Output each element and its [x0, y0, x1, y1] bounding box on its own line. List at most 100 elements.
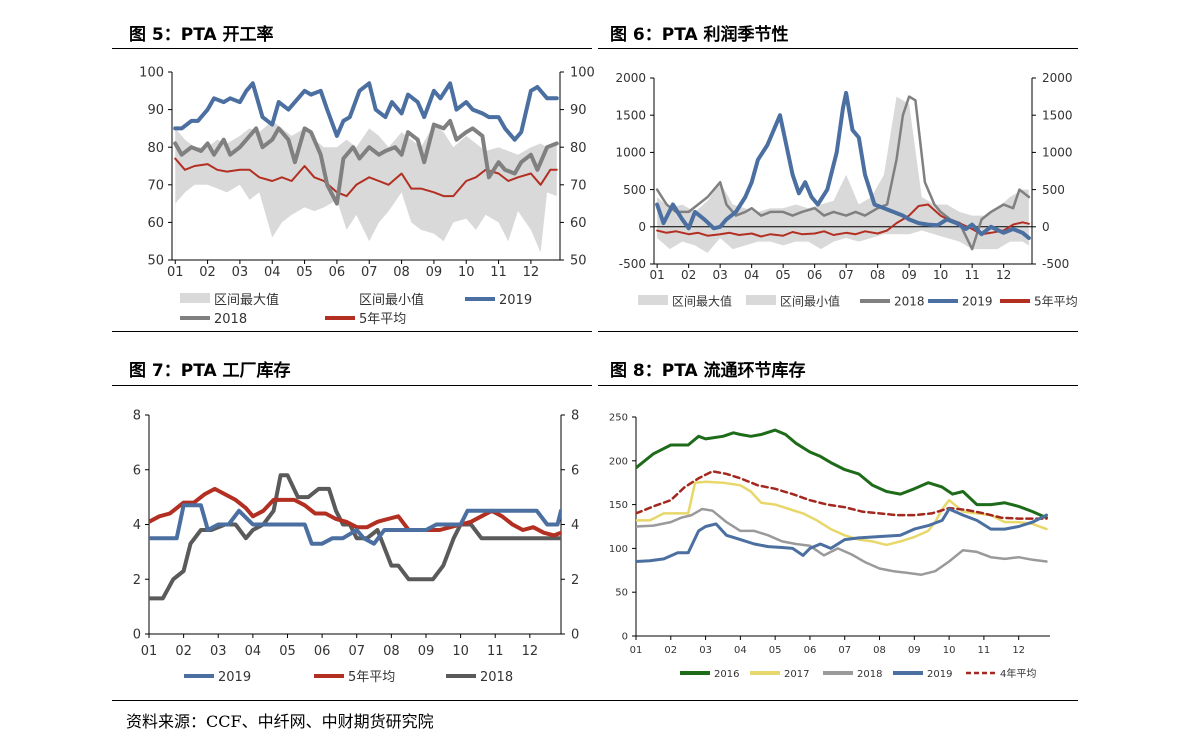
legend-label: 2018 — [214, 312, 247, 327]
y-tick-label: 8 — [133, 409, 141, 424]
x-tick-label: 01 — [141, 644, 158, 659]
legend-item-2018: 2018 — [180, 312, 247, 327]
legend-label: 5年平均 — [1034, 295, 1078, 309]
series-line-2018 — [655, 95, 1031, 251]
x-tick-label: 03 — [699, 645, 712, 656]
legend-label: 区间最小值 — [359, 292, 424, 308]
y-tick-label-right: 70 — [570, 178, 587, 193]
x-tick-label: 01 — [650, 268, 665, 282]
y-tick-label: -500 — [619, 257, 646, 271]
y-tick-label: 0 — [622, 632, 628, 643]
series-line-2019 — [149, 503, 561, 546]
legend-item-5年平均: 5年平均 — [314, 670, 395, 685]
legend-label: 区间最大值 — [214, 292, 279, 308]
legend-item-2019: 2019 — [893, 669, 952, 680]
y-tick-label: 50 — [615, 588, 628, 599]
series-line-2019 — [636, 507, 1048, 563]
legend-item-2018: 2018 — [823, 669, 882, 680]
legend-item-5年平均: 5年平均 — [1000, 295, 1078, 309]
row-divider-left — [112, 331, 592, 332]
legend-swatch — [180, 293, 210, 303]
x-tick-label: 04 — [744, 268, 759, 282]
y-tick-label-right: 6 — [571, 463, 579, 478]
source-note: 资料来源：CCF、中纤网、中财期货研究院 — [126, 712, 434, 731]
series-line-2017 — [636, 480, 1048, 547]
x-tick-label: 04 — [264, 265, 281, 280]
x-tick-label: 06 — [314, 644, 331, 659]
x-tick-label: 11 — [978, 645, 991, 656]
x-tick-label: 06 — [804, 645, 817, 656]
y-tick-label: 100 — [139, 66, 164, 81]
x-tick-label: 11 — [965, 268, 980, 282]
legend-item-区间最小值: 区间最小值 — [746, 294, 840, 309]
y-tick-label: 4 — [133, 518, 141, 533]
x-tick-label: 12 — [996, 268, 1011, 282]
x-tick-label: 05 — [769, 645, 782, 656]
x-tick-label: 08 — [870, 268, 885, 282]
y-tick-label-right: 1000 — [1042, 146, 1073, 160]
legend-label: 2018 — [857, 669, 882, 680]
title-rule-8 — [598, 385, 1078, 386]
y-tick-label-right: 500 — [1042, 183, 1065, 197]
legend-swatch — [638, 295, 668, 305]
legend-label: 5年平均 — [348, 670, 395, 685]
legend-label: 2019 — [218, 670, 251, 685]
legend-label: 2019 — [927, 669, 952, 680]
y-tick-label: 90 — [147, 103, 164, 118]
legend-item-2019: 2019 — [928, 295, 993, 309]
y-tick-label-right: 100 — [570, 66, 595, 81]
y-tick-label-right: 90 — [570, 103, 587, 118]
x-tick-label: 08 — [393, 265, 410, 280]
legend-label: 区间最大值 — [672, 294, 732, 309]
legend-item-4年平均: 4年平均 — [966, 667, 1036, 680]
legend-label: 4年平均 — [1000, 667, 1036, 680]
legend-label: 2018 — [480, 670, 513, 685]
legend-item-2018: 2018 — [446, 670, 513, 685]
x-tick-label: 10 — [458, 265, 475, 280]
x-tick-label: 09 — [908, 645, 921, 656]
band-max-area — [657, 96, 1029, 264]
chart-8: 0 50 100 150 200 250 01 02 03 04 05 06 07 08 09 10 11 12 2… — [609, 413, 1050, 680]
x-tick-label: 06 — [807, 268, 822, 282]
y-tick-label: 1500 — [615, 108, 646, 122]
title-rule-5 — [112, 48, 592, 49]
chart-title-5: 图 5：PTA 开工率 — [129, 25, 274, 45]
x-tick-label: 12 — [522, 644, 539, 659]
x-tick-label: 08 — [383, 644, 400, 659]
x-tick-label: 01 — [630, 645, 643, 656]
chart-5: 50 50 60 60 70 70 80 80 90 90 100 100 01 02 03 04 05 06 07… — [139, 66, 595, 327]
y-tick-label-right: 1500 — [1042, 108, 1073, 122]
band-below-min — [657, 230, 1029, 264]
legend-label: 5年平均 — [359, 312, 406, 327]
row-divider-right — [598, 331, 1078, 332]
x-tick-label: 02 — [681, 268, 696, 282]
y-tick-label: 60 — [147, 216, 164, 231]
y-tick-label: 6 — [133, 463, 141, 478]
series-line-4年平均 — [636, 470, 1048, 520]
x-tick-label: 01 — [167, 265, 184, 280]
y-tick-label: 0 — [133, 628, 141, 643]
x-tick-label: 11 — [487, 644, 504, 659]
x-tick-label: 08 — [873, 645, 886, 656]
y-tick-label-right: -500 — [1042, 257, 1069, 271]
legend-item-2016: 2016 — [680, 669, 739, 680]
y-tick-label: 250 — [609, 413, 628, 424]
x-tick-label: 09 — [902, 268, 917, 282]
x-tick-label: 09 — [426, 265, 443, 280]
series-line-2018 — [636, 507, 1048, 576]
x-tick-label: 02 — [664, 645, 677, 656]
legend-item-区间最小值: 区间最小值 — [325, 292, 424, 308]
legend-item-2019: 2019 — [184, 670, 251, 685]
y-tick-label: 70 — [147, 178, 164, 193]
y-tick-label: 2 — [133, 573, 141, 588]
y-tick-label-right: 8 — [571, 409, 579, 424]
series-line-2019 — [655, 90, 1031, 240]
legend-label: 2016 — [714, 669, 739, 680]
x-tick-label: 04 — [734, 645, 747, 656]
chart-6: -500 -500 0 0 500 500 1000 1000 1500 1500 2000 2000… — [615, 71, 1078, 309]
x-tick-label: 10 — [933, 268, 948, 282]
legend-item-区间最大值: 区间最大值 — [638, 294, 732, 309]
series-line-2016 — [636, 428, 1048, 520]
x-tick-label: 05 — [296, 265, 313, 280]
title-rule-7 — [112, 385, 592, 386]
